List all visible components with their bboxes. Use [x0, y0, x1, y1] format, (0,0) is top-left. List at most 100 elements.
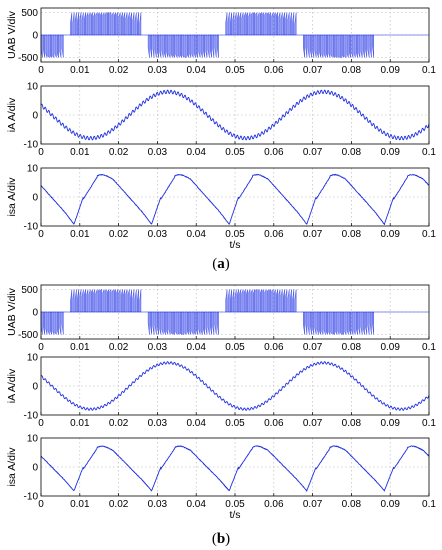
x-tick-label: 0.01 [70, 418, 90, 429]
ia-current-chart-b: 0 0.01 0.02 0.03 0.04 0.05 0.06 0.07 0.08 0.09 0.1… [6, 353, 436, 430]
y-axis-label: isa A/div [6, 447, 18, 487]
x-tick-label: 0.03 [148, 65, 168, 76]
y-tick-label: -500 [18, 53, 38, 64]
x-tick-label: 0.03 [148, 229, 168, 240]
y-axis-label: isa A/div [6, 177, 18, 217]
x-tick-label: 0.06 [264, 499, 284, 510]
x-tick-label: 0 [38, 147, 44, 158]
x-tick-label: 0.01 [70, 147, 90, 158]
current-trace [40, 89, 430, 141]
x-tick-label: 0.09 [380, 229, 400, 240]
voltage-pwm-segment [303, 34, 374, 59]
current-trace [40, 361, 430, 411]
isa-current-chart-b: 0 0.01 0.02 0.03 0.04 0.05 0.06 0.07 0.08 0.09 0.1… [6, 434, 436, 522]
caption-b-label: b [217, 531, 225, 547]
ia-current-chart-a: 0 0.01 0.02 0.03 0.04 0.05 0.06 0.07 0.08 0.09 0.1… [6, 82, 436, 159]
x-tick-label: 0.05 [225, 65, 245, 76]
x-tick-label: 0.05 [225, 499, 245, 510]
uab-voltage-chart-a: 0 0.01 0.02 0.03 0.04 0.05 0.06 0.07 0.08 0.09 0.1… [6, 7, 436, 76]
y-tick-label: 10 [27, 353, 39, 364]
x-tick-label: 0.06 [264, 418, 284, 429]
x-tick-label: 0.07 [303, 418, 323, 429]
x-tick-label: 0.08 [342, 147, 362, 158]
x-tick-label: 0.07 [303, 342, 323, 353]
source-current-trace [40, 445, 430, 492]
caption-b: (b) [212, 531, 230, 547]
x-tick-label: 0 [38, 418, 44, 429]
x-tick-label: 0.09 [380, 147, 400, 158]
y-tick-label: 500 [21, 285, 38, 296]
x-axis-label: t/s [229, 239, 240, 251]
x-tick-label: 0.02 [109, 418, 129, 429]
x-tick-label: 0.04 [186, 65, 206, 76]
x-tick-label: 0.02 [109, 499, 129, 510]
x-tick-label: 0.01 [70, 65, 90, 76]
source-current-trace [40, 173, 430, 226]
x-tick-label: 0.07 [303, 499, 323, 510]
y-tick-label: 0 [32, 463, 38, 474]
y-tick-label: 10 [27, 164, 39, 175]
y-tick-label: -10 [24, 222, 39, 233]
caption-a: (a) [212, 256, 230, 272]
isa-current-chart-a: 0 0.01 0.02 0.03 0.04 0.05 0.06 0.07 0.08 0.09 0.1… [6, 164, 436, 252]
voltage-pwm-segment [70, 288, 142, 313]
x-tick-label: 0.08 [342, 229, 362, 240]
x-tick-label: 0.05 [225, 418, 245, 429]
x-tick-label: 0.1 [422, 342, 436, 353]
x-tick-label: 0 [38, 499, 44, 510]
x-tick-label: 0.04 [186, 499, 206, 510]
x-tick-label: 0.1 [422, 229, 436, 240]
voltage-pwm-segment [225, 11, 297, 36]
x-tick-label: 0.03 [148, 147, 168, 158]
voltage-pwm-segment [225, 288, 297, 313]
x-tick-label: 0.04 [186, 147, 206, 158]
x-tick-label: 0.06 [264, 65, 284, 76]
x-tick-label: 0.02 [109, 147, 129, 158]
x-tick-label: 0.1 [422, 65, 436, 76]
x-tick-label: 0.03 [148, 342, 168, 353]
voltage-pwm-segment [40, 311, 64, 336]
x-tick-label: 0.07 [303, 147, 323, 158]
x-tick-label: 0.02 [109, 342, 129, 353]
x-tick-label: 0.03 [148, 499, 168, 510]
x-tick-label: 0 [38, 65, 44, 76]
voltage-pwm-segment [147, 34, 219, 59]
voltage-pwm-segment [147, 311, 219, 336]
y-tick-label: 0 [32, 193, 38, 204]
y-tick-label: 500 [21, 8, 38, 19]
y-tick-label: -10 [24, 411, 39, 422]
x-tick-label: 0.05 [225, 229, 245, 240]
x-tick-label: 0.08 [342, 418, 362, 429]
x-tick-label: 0.01 [70, 499, 90, 510]
x-tick-label: 0.05 [225, 342, 245, 353]
y-tick-label: 10 [27, 434, 39, 445]
x-tick-label: 0.1 [422, 418, 436, 429]
x-tick-label: 0.1 [422, 499, 436, 510]
x-tick-label: 0.05 [225, 147, 245, 158]
x-tick-label: 0.01 [70, 342, 90, 353]
y-axis-label: UAB V/div [6, 10, 18, 59]
x-tick-label: 0.06 [264, 229, 284, 240]
uab-voltage-chart-b: 0 0.01 0.02 0.03 0.04 0.05 0.06 0.07 0.08 0.09 0.1… [6, 284, 436, 353]
x-tick-label: 0.09 [380, 342, 400, 353]
x-tick-label: 0.07 [303, 229, 323, 240]
x-tick-label: 0.09 [380, 65, 400, 76]
x-tick-label: 0.07 [303, 65, 323, 76]
y-tick-label: -10 [24, 492, 39, 503]
y-tick-label: 0 [32, 308, 38, 319]
x-tick-label: 0.06 [264, 342, 284, 353]
x-tick-label: 0.04 [186, 342, 206, 353]
voltage-pwm-segment [70, 11, 142, 36]
y-tick-label: -500 [18, 330, 38, 341]
x-axis-label: t/s [229, 509, 240, 521]
x-tick-label: 0.01 [70, 229, 90, 240]
y-tick-label: 0 [32, 111, 38, 122]
y-axis-label: UAB V/div [6, 287, 18, 336]
y-tick-label: -10 [24, 140, 39, 151]
x-tick-label: 0.08 [342, 65, 362, 76]
x-tick-label: 0.1 [422, 147, 436, 158]
y-tick-label: 0 [32, 382, 38, 393]
x-tick-label: 0.08 [342, 342, 362, 353]
y-axis-label: iA A/div [6, 368, 18, 403]
